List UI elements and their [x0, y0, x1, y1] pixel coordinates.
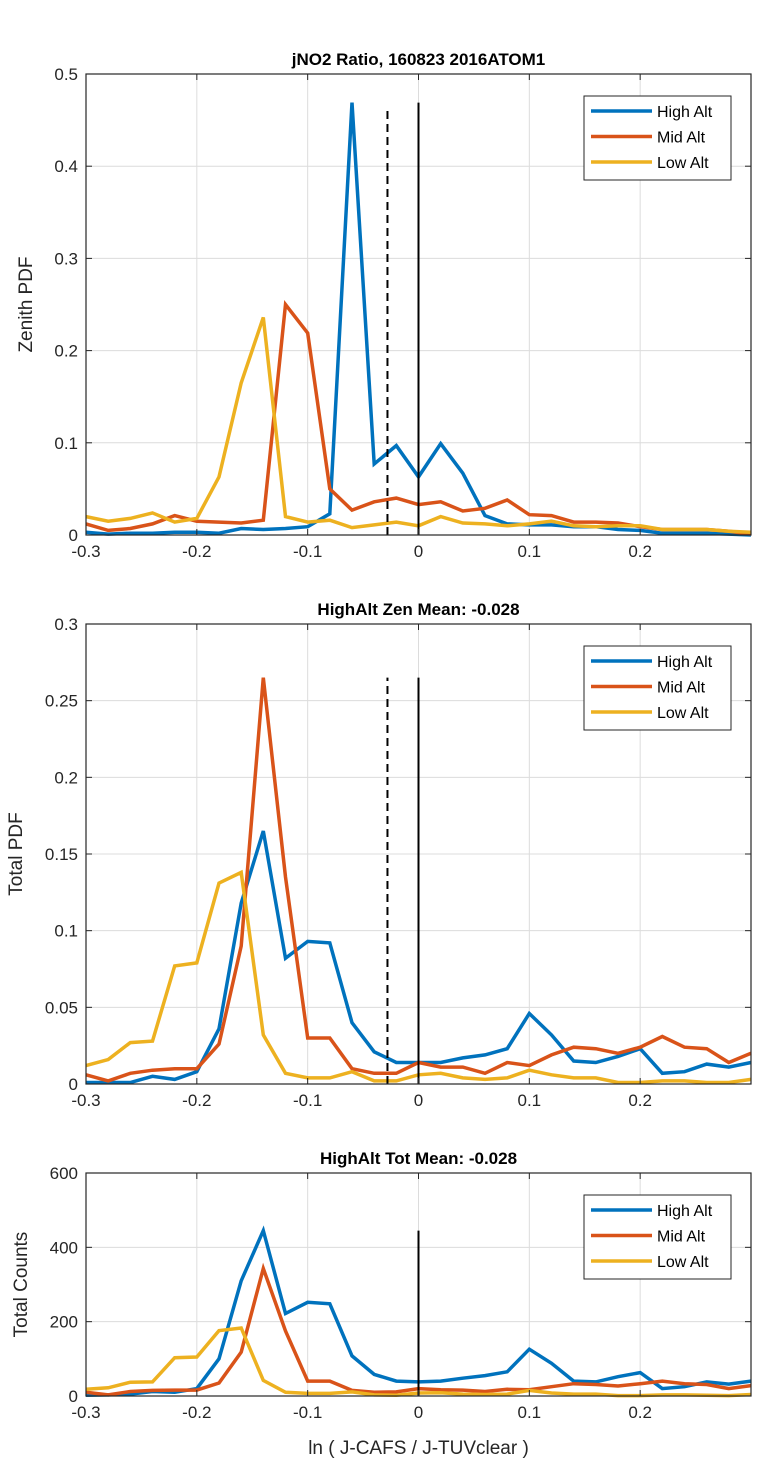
- x-tick-label: -0.1: [293, 1403, 322, 1422]
- legend-label: Mid Alt: [657, 680, 706, 697]
- legend-label: High Alt: [657, 654, 713, 671]
- x-tick-label: 0.2: [628, 1091, 652, 1110]
- y-tick-label: 0: [69, 1387, 78, 1406]
- chart-1: jNO2 Ratio, 160823 2016ATOM1 Zenith PDF -0…: [16, 50, 752, 561]
- y-axis-label: Zenith PDF: [16, 256, 37, 352]
- legend: High Alt Mid Alt Low Alt: [583, 95, 732, 181]
- legend-label: Low Alt: [657, 705, 709, 722]
- x-tick-label: 0.1: [518, 1091, 542, 1110]
- y-tick-label: 0.4: [54, 157, 78, 176]
- x-tick-label: -0.1: [293, 1091, 322, 1110]
- chart-2: HighAlt Zen Mean: -0.028 Total PDF -0.3 -0.…: [6, 600, 752, 1110]
- x-tick-label: 0.1: [518, 1403, 542, 1422]
- x-tick-label: -0.2: [182, 1091, 211, 1110]
- legend-label: Low Alt: [657, 155, 709, 172]
- x-tick-label: 0: [414, 1091, 423, 1110]
- y-tick-label: 0: [69, 1075, 78, 1094]
- chart-3: HighAlt Tot Mean: -0.028 Total Counts ln (…: [11, 1149, 752, 1459]
- y-tick-label: 0.2: [54, 342, 78, 361]
- y-tick-label: 400: [50, 1238, 78, 1257]
- y-tick-label: 0.05: [45, 998, 78, 1017]
- legend-label: High Alt: [657, 104, 713, 121]
- x-tick-label: -0.3: [71, 1403, 100, 1422]
- y-tick-label: 0.1: [54, 434, 78, 453]
- y-tick-label: 0.15: [45, 845, 78, 864]
- x-tick-label: 0: [414, 542, 423, 561]
- x-tick-label: 0.2: [628, 1403, 652, 1422]
- y-tick-label: 600: [50, 1164, 78, 1183]
- y-tick-label: 0.3: [54, 615, 78, 634]
- chart-title: HighAlt Tot Mean: -0.028: [320, 1149, 517, 1168]
- y-tick-label: 0.3: [54, 249, 78, 268]
- x-tick-label: -0.3: [71, 542, 100, 561]
- legend-label: High Alt: [657, 1203, 713, 1220]
- y-tick-label: 0.5: [54, 65, 78, 84]
- y-tick-label: 0.25: [45, 692, 78, 711]
- y-tick-label: 0.2: [54, 768, 78, 787]
- legend-label: Low Alt: [657, 1254, 709, 1271]
- y-axis-label: Total Counts: [11, 1232, 32, 1338]
- x-tick-label: -0.1: [293, 542, 322, 561]
- x-tick-label: -0.2: [182, 1403, 211, 1422]
- y-axis-label: Total PDF: [6, 812, 27, 895]
- chart-title: jNO2 Ratio, 160823 2016ATOM1: [291, 50, 546, 69]
- y-tick-label: 0.1: [54, 922, 78, 941]
- legend: High Alt Mid Alt Low Alt: [583, 645, 732, 731]
- chart-title: HighAlt Zen Mean: -0.028: [317, 600, 519, 619]
- x-tick-label: -0.2: [182, 542, 211, 561]
- y-tick-label: 200: [50, 1313, 78, 1332]
- x-tick-label: 0.2: [628, 542, 652, 561]
- x-tick-label: -0.3: [71, 1091, 100, 1110]
- x-tick-label: 0: [414, 1403, 423, 1422]
- x-axis-label: ln ( J-CAFS / J-TUVclear ): [308, 1438, 529, 1459]
- legend-label: Mid Alt: [657, 130, 706, 147]
- legend-label: Mid Alt: [657, 1229, 706, 1246]
- legend: High Alt Mid Alt Low Alt: [583, 1194, 732, 1280]
- x-tick-label: 0.1: [518, 542, 542, 561]
- y-tick-label: 0: [69, 526, 78, 545]
